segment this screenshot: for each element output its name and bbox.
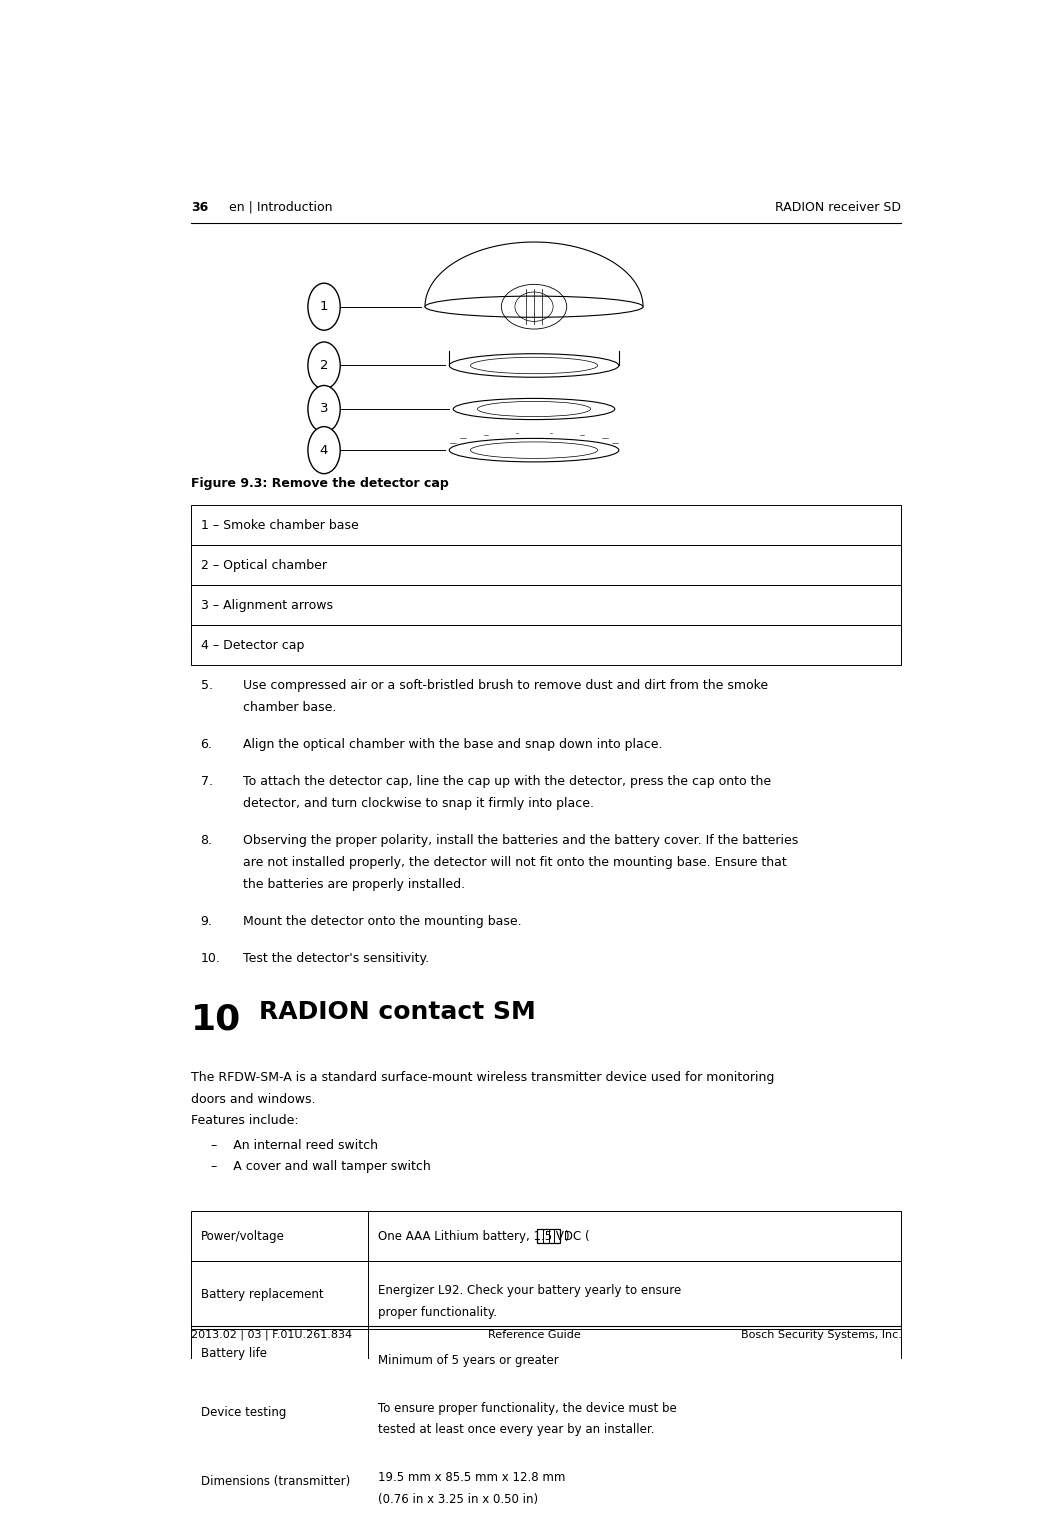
- Text: 4: 4: [320, 444, 328, 457]
- Bar: [191, 1211, 901, 1261]
- Text: doors and windows.: doors and windows.: [191, 1093, 316, 1106]
- Text: ): ): [564, 1229, 569, 1243]
- Text: –    An internal reed switch: – An internal reed switch: [210, 1139, 378, 1151]
- Text: 2: 2: [320, 359, 328, 373]
- Bar: [191, 626, 901, 666]
- Ellipse shape: [449, 354, 619, 377]
- Text: Observing the proper polarity, install the batteries and the battery cover. If t: Observing the proper polarity, install t…: [244, 834, 798, 847]
- Text: Align the optical chamber with the base and snap down into place.: Align the optical chamber with the base …: [244, 738, 663, 751]
- Bar: [191, 1379, 901, 1446]
- Text: 3: 3: [320, 403, 328, 415]
- Text: Bosch Security Systems, Inc.: Bosch Security Systems, Inc.: [741, 1330, 901, 1339]
- Text: 9.: 9.: [200, 915, 213, 927]
- Text: 6.: 6.: [200, 738, 213, 751]
- Text: 19.5 mm x 85.5 mm x 12.8 mm: 19.5 mm x 85.5 mm x 12.8 mm: [378, 1471, 566, 1484]
- Text: One AAA Lithium battery, 1.5 VDC (: One AAA Lithium battery, 1.5 VDC (: [378, 1229, 590, 1243]
- Circle shape: [308, 426, 340, 473]
- Text: RADION receiver SD: RADION receiver SD: [775, 202, 901, 214]
- Bar: [191, 505, 901, 545]
- Circle shape: [308, 342, 340, 389]
- Text: Energizer L92. Check your battery yearly to ensure: Energizer L92. Check your battery yearly…: [378, 1284, 681, 1296]
- Text: –    A cover and wall tamper switch: – A cover and wall tamper switch: [210, 1161, 430, 1173]
- Text: Figure 9.3: Remove the detector cap: Figure 9.3: Remove the detector cap: [191, 476, 448, 490]
- Text: proper functionality.: proper functionality.: [378, 1306, 497, 1319]
- Text: 7.: 7.: [200, 776, 213, 788]
- Text: detector, and turn clockwise to snap it firmly into place.: detector, and turn clockwise to snap it …: [244, 797, 594, 809]
- Text: tested at least once every year by an installer.: tested at least once every year by an in…: [378, 1423, 654, 1437]
- Text: Dimensions (transmitter): Dimensions (transmitter): [200, 1475, 350, 1489]
- Text: Mount the detector onto the mounting base.: Mount the detector onto the mounting bas…: [244, 915, 522, 927]
- Text: 2 – Optical chamber: 2 – Optical chamber: [200, 559, 326, 573]
- Text: 4 – Detector cap: 4 – Detector cap: [200, 638, 304, 652]
- Text: 8.: 8.: [200, 834, 213, 847]
- Text: 1: 1: [320, 301, 328, 313]
- Text: Battery life: Battery life: [200, 1347, 267, 1361]
- Bar: [191, 545, 901, 585]
- Text: 3 – Alignment arrows: 3 – Alignment arrows: [200, 599, 332, 612]
- Bar: [191, 585, 901, 626]
- Text: RADION contact SM: RADION contact SM: [259, 1000, 537, 1025]
- Text: 10: 10: [191, 1003, 241, 1037]
- Text: en | Introduction: en | Introduction: [214, 202, 333, 214]
- Text: the batteries are properly installed.: the batteries are properly installed.: [244, 878, 466, 890]
- Ellipse shape: [449, 438, 619, 461]
- Text: Power/voltage: Power/voltage: [200, 1229, 284, 1243]
- Text: Use compressed air or a soft-bristled brush to remove dust and dirt from the smo: Use compressed air or a soft-bristled br…: [244, 680, 768, 692]
- Text: Device testing: Device testing: [200, 1406, 286, 1419]
- Text: are not installed properly, the detector will not fit onto the mounting base. En: are not installed properly, the detector…: [244, 855, 787, 869]
- Text: 2013.02 | 03 | F.01U.261.834: 2013.02 | 03 | F.01U.261.834: [191, 1330, 352, 1341]
- Text: 10.: 10.: [200, 951, 220, 965]
- Bar: [191, 1261, 901, 1328]
- Text: (0.76 in x 3.25 in x 0.50 in): (0.76 in x 3.25 in x 0.50 in): [378, 1493, 539, 1506]
- Circle shape: [308, 282, 340, 330]
- Text: chamber base.: chamber base.: [244, 701, 337, 715]
- Text: To attach the detector cap, line the cap up with the detector, press the cap ont: To attach the detector cap, line the cap…: [244, 776, 771, 788]
- Text: The RFDW-SM-A is a standard surface-mount wireless transmitter device used for m: The RFDW-SM-A is a standard surface-moun…: [191, 1070, 774, 1084]
- Text: Reference Guide: Reference Guide: [488, 1330, 580, 1339]
- Text: Features include:: Features include:: [191, 1115, 298, 1127]
- Ellipse shape: [425, 296, 643, 318]
- Circle shape: [308, 385, 340, 432]
- Bar: [191, 1446, 901, 1518]
- Text: 36: 36: [191, 202, 208, 214]
- Bar: [538, 1229, 560, 1243]
- Text: 1 – Smoke chamber base: 1 – Smoke chamber base: [200, 519, 358, 531]
- Bar: [191, 1328, 901, 1379]
- Text: 5.: 5.: [200, 680, 213, 692]
- Ellipse shape: [453, 399, 615, 420]
- Text: Battery replacement: Battery replacement: [200, 1289, 323, 1301]
- Text: Test the detector's sensitivity.: Test the detector's sensitivity.: [244, 951, 429, 965]
- Text: To ensure proper functionality, the device must be: To ensure proper functionality, the devi…: [378, 1402, 677, 1414]
- Text: Minimum of 5 years or greater: Minimum of 5 years or greater: [378, 1354, 559, 1367]
